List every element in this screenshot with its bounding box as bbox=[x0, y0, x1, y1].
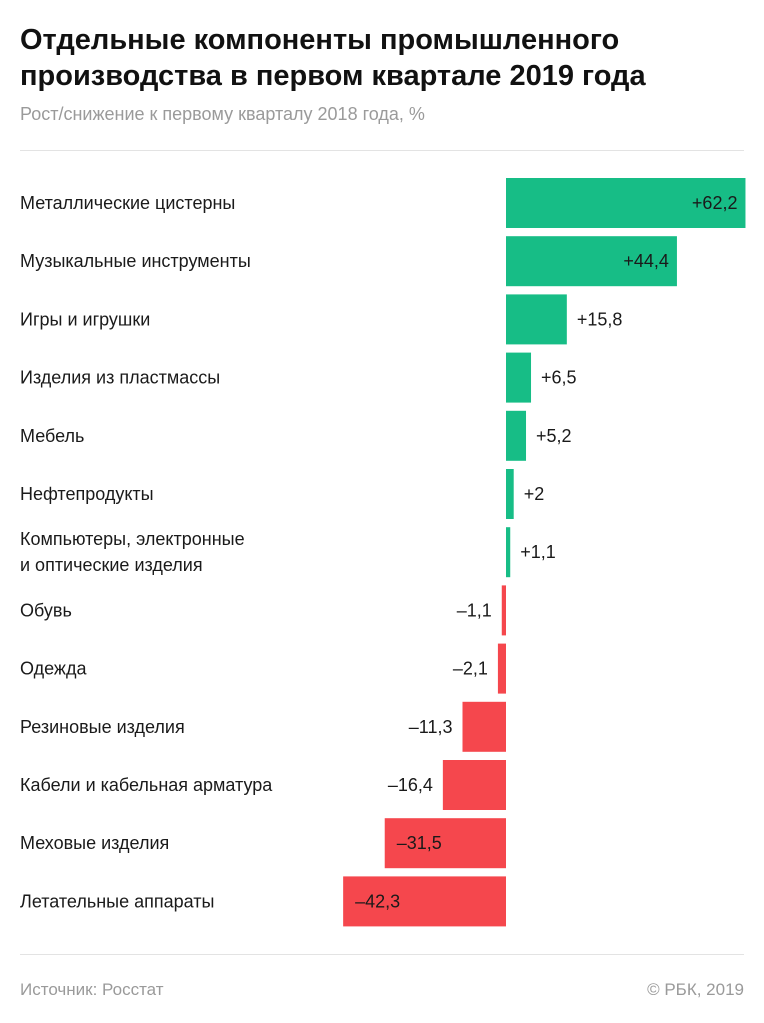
category-label: Металлические цистерны bbox=[20, 193, 235, 213]
bar-negative bbox=[343, 876, 506, 927]
category-label: Одежда bbox=[20, 659, 87, 679]
bar-negative bbox=[462, 701, 506, 752]
value-label: +62,2 bbox=[692, 193, 738, 213]
category-label: Игры и игрушки bbox=[20, 309, 150, 329]
category-label: Меховые изделия bbox=[20, 833, 169, 853]
bar-negative bbox=[497, 643, 506, 694]
top-divider bbox=[20, 150, 744, 151]
source-note: Источник: Росстат bbox=[20, 980, 164, 999]
bar-positive bbox=[506, 236, 677, 287]
category-label: Кабели и кабельная арматура bbox=[20, 775, 273, 795]
category-label: Летательные аппараты bbox=[20, 891, 214, 911]
bar-positive bbox=[506, 352, 532, 403]
bottom-divider bbox=[20, 954, 744, 955]
value-label: +5,2 bbox=[536, 426, 572, 446]
category-label: Музыкальные инструменты bbox=[20, 251, 251, 271]
bar-negative bbox=[501, 585, 506, 636]
value-label: +44,4 bbox=[623, 251, 669, 271]
value-label: –1,1 bbox=[457, 600, 492, 620]
category-label: Обувь bbox=[20, 600, 72, 620]
copyright-note: © РБК, 2019 bbox=[647, 980, 744, 999]
category-label: и оптические изделия bbox=[20, 555, 203, 575]
value-label: –11,3 bbox=[409, 717, 453, 737]
value-label: +15,8 bbox=[577, 309, 623, 329]
category-label: Мебель bbox=[20, 426, 84, 446]
category-label: Компьютеры, электронные bbox=[20, 529, 245, 549]
bar-positive bbox=[506, 527, 511, 578]
bar-positive bbox=[506, 469, 514, 519]
bar-negative bbox=[384, 818, 506, 869]
category-label: Изделия из пластмассы bbox=[20, 368, 220, 388]
value-label: +2 bbox=[524, 484, 545, 504]
value-label: –2,1 bbox=[453, 659, 488, 679]
bar-positive bbox=[506, 294, 567, 345]
bar-negative bbox=[442, 760, 506, 810]
bar-positive bbox=[506, 178, 746, 228]
value-label: –31,5 bbox=[397, 833, 442, 853]
category-label: Нефтепродукты bbox=[20, 484, 154, 504]
chart-title: Отдельные компоненты промышленного произ… bbox=[20, 24, 646, 92]
value-label: –42,3 bbox=[355, 891, 400, 911]
value-label: +6,5 bbox=[541, 368, 577, 388]
category-label: Резиновые изделия bbox=[20, 717, 185, 737]
bar-positive bbox=[506, 410, 527, 461]
chart-subtitle: Рост/снижение к первому кварталу 2018 го… bbox=[20, 104, 425, 124]
value-label: –16,4 bbox=[388, 775, 433, 795]
value-label: +1,1 bbox=[520, 542, 556, 562]
